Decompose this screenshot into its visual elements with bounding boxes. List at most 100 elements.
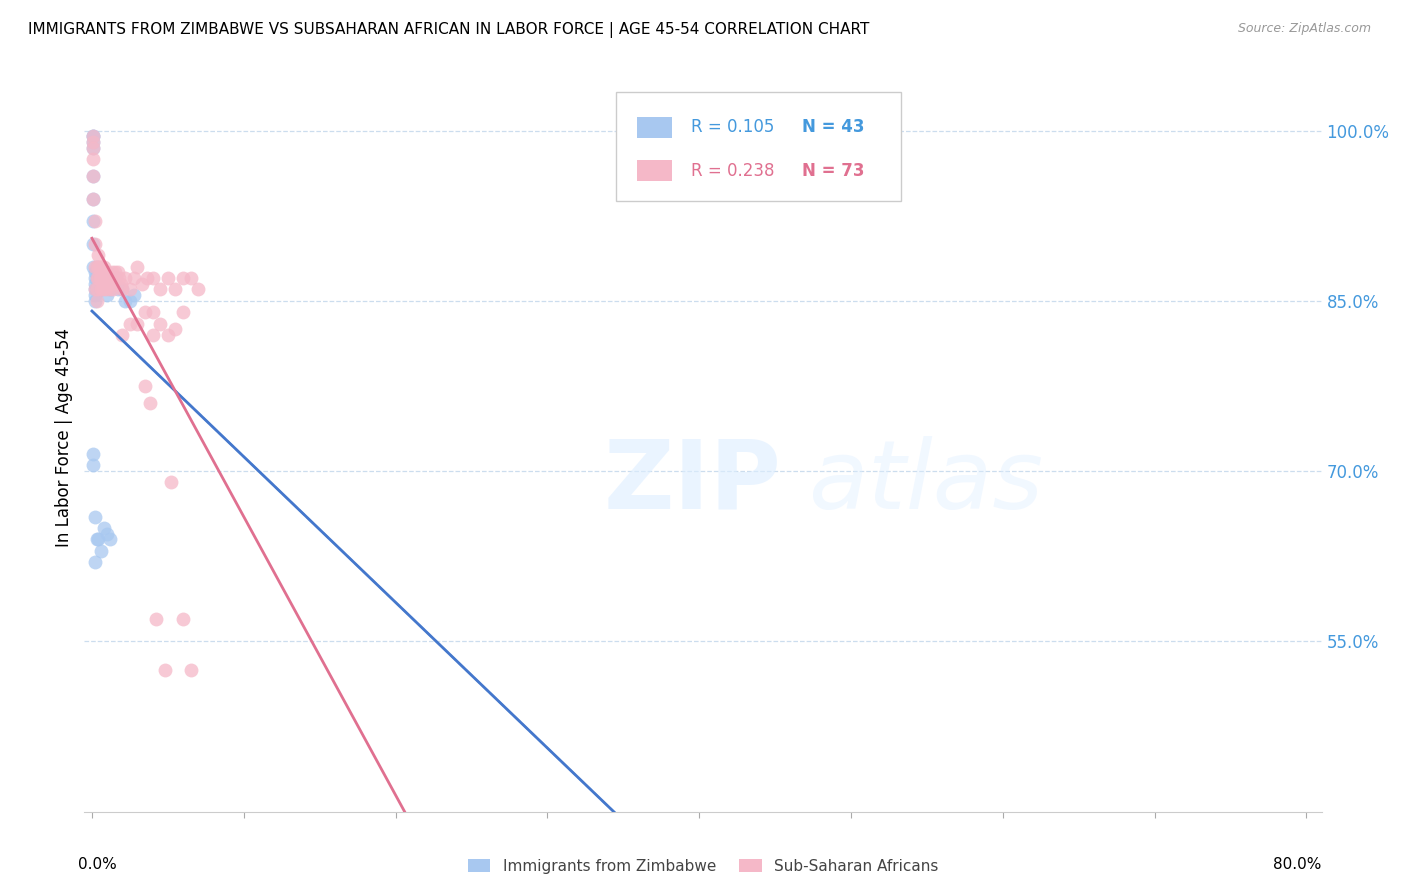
Point — [107, 265, 129, 279]
Point — [82, 135, 104, 149]
Point — [97, 271, 120, 285]
Point — [111, 283, 134, 297]
Point — [84, 288, 107, 302]
Point — [82, 169, 104, 183]
Point — [82, 447, 104, 461]
Point — [89, 271, 111, 285]
Point — [91, 271, 114, 285]
Text: Source: ZipAtlas.com: Source: ZipAtlas.com — [1237, 22, 1371, 36]
Point — [94, 283, 117, 297]
Point — [111, 327, 134, 342]
Point — [87, 271, 110, 285]
Point — [118, 293, 141, 308]
Point — [103, 271, 125, 285]
Point — [165, 322, 187, 336]
Point — [93, 521, 115, 535]
Point — [149, 283, 172, 297]
Point — [104, 265, 127, 279]
FancyBboxPatch shape — [637, 117, 672, 137]
Point — [156, 271, 179, 285]
Point — [82, 129, 104, 144]
FancyBboxPatch shape — [637, 160, 672, 181]
Point — [84, 277, 107, 291]
Point — [180, 271, 202, 285]
Point — [90, 271, 112, 285]
Point — [142, 305, 165, 319]
Point — [84, 214, 107, 228]
Point — [93, 277, 115, 291]
Text: ZIP: ZIP — [605, 435, 782, 529]
Point — [82, 237, 104, 252]
Point — [84, 260, 107, 274]
Point — [180, 663, 202, 677]
Point — [127, 317, 149, 331]
Point — [90, 283, 112, 297]
Point — [86, 271, 108, 285]
Point — [100, 265, 122, 279]
Point — [87, 533, 110, 547]
Text: N = 43: N = 43 — [801, 118, 865, 136]
Point — [84, 237, 107, 252]
Text: 0.0%: 0.0% — [79, 856, 117, 871]
Legend: Immigrants from Zimbabwe, Sub-Saharan Africans: Immigrants from Zimbabwe, Sub-Saharan Af… — [461, 853, 945, 880]
Point — [138, 396, 160, 410]
Point — [87, 260, 110, 274]
Point — [84, 555, 107, 569]
Point — [84, 283, 107, 297]
Point — [87, 283, 110, 297]
Point — [187, 283, 209, 297]
Point — [86, 283, 108, 297]
Point — [91, 283, 114, 297]
Point — [82, 140, 104, 154]
Point — [82, 169, 104, 183]
Text: R = 0.238: R = 0.238 — [690, 161, 775, 179]
Point — [114, 271, 136, 285]
Point — [84, 293, 107, 308]
Point — [96, 526, 118, 541]
Point — [96, 288, 118, 302]
Point — [82, 129, 104, 144]
Point — [82, 192, 104, 206]
Point — [91, 271, 114, 285]
Point — [86, 271, 108, 285]
Point — [100, 277, 122, 291]
Point — [145, 612, 167, 626]
Point — [135, 271, 157, 285]
Point — [84, 283, 107, 297]
Point — [98, 283, 121, 297]
Point — [84, 271, 107, 285]
Point — [90, 271, 112, 285]
Point — [118, 283, 141, 297]
Point — [172, 305, 194, 319]
Point — [107, 283, 129, 297]
Point — [82, 192, 104, 206]
Point — [114, 293, 136, 308]
Point — [124, 288, 146, 302]
Point — [86, 533, 108, 547]
Point — [86, 260, 108, 274]
Text: N = 73: N = 73 — [801, 161, 865, 179]
Point — [84, 265, 107, 279]
Point — [134, 379, 156, 393]
Point — [98, 533, 121, 547]
Text: IMMIGRANTS FROM ZIMBABWE VS SUBSAHARAN AFRICAN IN LABOR FORCE | AGE 45-54 CORREL: IMMIGRANTS FROM ZIMBABWE VS SUBSAHARAN A… — [28, 22, 869, 38]
Point — [172, 612, 194, 626]
Point — [96, 265, 118, 279]
Point — [82, 152, 104, 166]
Point — [124, 271, 146, 285]
Point — [172, 271, 194, 285]
Point — [165, 283, 187, 297]
Point — [110, 277, 132, 291]
Point — [127, 260, 149, 274]
Point — [87, 271, 110, 285]
Point — [86, 293, 108, 308]
Point — [87, 248, 110, 262]
Point — [82, 140, 104, 154]
Point — [98, 283, 121, 297]
Point — [105, 271, 128, 285]
Point — [82, 458, 104, 473]
Point — [131, 277, 153, 291]
Point — [86, 260, 108, 274]
FancyBboxPatch shape — [616, 93, 901, 201]
Point — [90, 260, 112, 274]
